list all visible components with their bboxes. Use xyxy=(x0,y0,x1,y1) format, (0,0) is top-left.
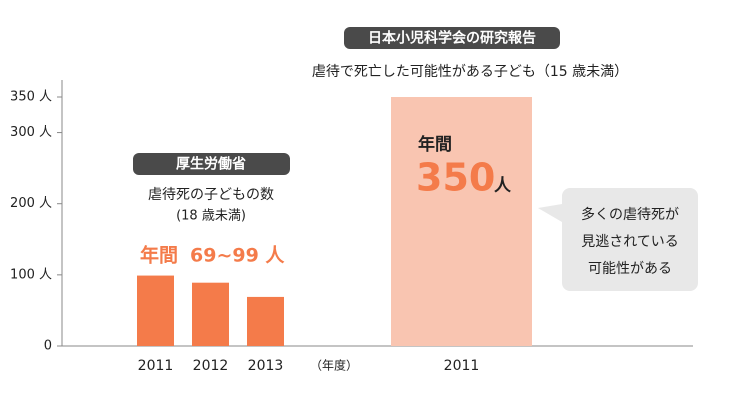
group-subtitle: 虐待で死亡した可能性がある子ども（15 歳未満） xyxy=(312,64,628,80)
annual-label: 年間 xyxy=(418,134,452,155)
source-label: 日本小児科学会の研究報告 xyxy=(368,30,536,47)
group-subtitle: 虐待死の子どもの数 xyxy=(148,187,274,203)
x-tick-label: 2013 xyxy=(248,358,284,374)
source-badge xyxy=(344,27,560,49)
x-tick-label: 2012 xyxy=(193,358,229,374)
source-badge xyxy=(133,153,290,175)
y-tick-label: 350 人 xyxy=(10,90,52,105)
y-tick-label: 200 人 xyxy=(10,196,52,211)
bar xyxy=(247,296,284,346)
y-tick-label: 100 人 xyxy=(10,267,52,282)
x-tick-label: 2011 xyxy=(444,358,480,374)
group-note: (18 歳未満) xyxy=(176,209,246,224)
source-label: 厚生労働省 xyxy=(176,156,246,173)
value-unit: 人 xyxy=(494,176,512,196)
callout-line: 多くの虐待死が xyxy=(581,206,679,223)
bar xyxy=(391,97,532,346)
callout-line: 可能性がある xyxy=(588,261,672,277)
y-tick-label: 0 xyxy=(44,339,52,354)
bar xyxy=(192,282,229,346)
y-tick-label: 300 人 xyxy=(10,125,52,140)
x-tick-label: 2011 xyxy=(138,358,174,374)
callout-bubble xyxy=(538,188,698,291)
annual-range: 69~99 人 xyxy=(190,245,285,267)
bar xyxy=(137,275,174,346)
annual-label: 年間 xyxy=(140,244,178,267)
callout-line: 見逃されている xyxy=(581,234,679,250)
value-label: 350 xyxy=(416,156,495,200)
x-unit: （年度） xyxy=(310,358,358,373)
